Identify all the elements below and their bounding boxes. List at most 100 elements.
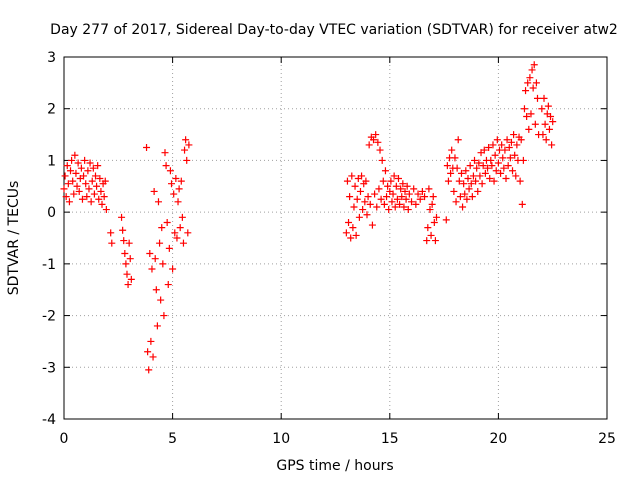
data-point xyxy=(520,105,528,113)
data-point xyxy=(361,198,369,206)
data-point xyxy=(381,167,389,175)
data-point xyxy=(399,180,407,188)
data-point xyxy=(81,156,89,164)
data-point xyxy=(526,74,534,82)
data-point xyxy=(72,169,80,177)
data-point xyxy=(346,193,354,201)
data-point xyxy=(428,200,436,208)
data-point xyxy=(447,169,455,177)
data-point xyxy=(68,156,76,164)
data-point xyxy=(448,146,456,154)
data-point xyxy=(494,159,502,167)
data-point xyxy=(469,172,477,180)
data-point xyxy=(69,177,77,185)
data-point xyxy=(388,198,396,206)
data-point xyxy=(424,224,432,232)
data-point xyxy=(414,190,422,198)
data-point xyxy=(474,187,482,195)
x-tick-label: 25 xyxy=(598,431,616,447)
data-point xyxy=(102,206,110,214)
data-point xyxy=(124,281,132,289)
data-point xyxy=(503,136,511,144)
data-point xyxy=(518,200,526,208)
data-point xyxy=(121,250,129,258)
data-point xyxy=(418,187,426,195)
data-point xyxy=(400,203,408,211)
data-point xyxy=(123,270,131,278)
data-point xyxy=(358,172,366,180)
data-point xyxy=(75,187,83,195)
data-point xyxy=(65,198,73,206)
data-point xyxy=(64,180,72,188)
x-axis: 0 5 10 15 20 25 xyxy=(60,57,616,447)
data-point xyxy=(62,193,70,201)
grid-lines xyxy=(64,57,607,419)
y-tick-label: -4 xyxy=(42,412,56,428)
data-point xyxy=(529,84,537,92)
data-point xyxy=(544,102,552,110)
data-point xyxy=(379,177,387,185)
data-point xyxy=(507,138,515,146)
data-point xyxy=(100,193,108,201)
data-point xyxy=(80,172,88,180)
y-tick-label: -1 xyxy=(42,257,56,273)
data-point xyxy=(405,190,413,198)
data-point xyxy=(486,175,494,183)
data-point xyxy=(498,141,506,149)
plot-frame xyxy=(63,56,608,420)
x-tick-label: 5 xyxy=(168,431,177,447)
data-point xyxy=(181,146,189,154)
data-point xyxy=(149,353,157,361)
data-point xyxy=(456,193,464,201)
data-point xyxy=(73,182,81,190)
data-point xyxy=(443,162,451,170)
data-point xyxy=(385,206,393,214)
data-point xyxy=(162,162,170,170)
data-point xyxy=(525,125,533,133)
data-point xyxy=(352,231,360,239)
data-point xyxy=(499,154,507,162)
data-point xyxy=(391,203,399,211)
data-point xyxy=(472,177,480,185)
data-point xyxy=(463,195,471,203)
data-point xyxy=(389,190,397,198)
data-point xyxy=(408,198,416,206)
data-point xyxy=(84,167,92,175)
data-point xyxy=(176,224,184,232)
data-point xyxy=(539,131,547,139)
data-point xyxy=(532,79,540,87)
data-point xyxy=(427,231,435,239)
data-point xyxy=(185,141,193,149)
data-point xyxy=(126,255,134,263)
data-point xyxy=(476,172,484,180)
data-point xyxy=(542,136,550,144)
data-point xyxy=(468,193,476,201)
data-point xyxy=(372,131,380,139)
data-point xyxy=(467,180,475,188)
data-point xyxy=(380,200,388,208)
data-point xyxy=(404,206,412,214)
data-point xyxy=(96,175,104,183)
data-point xyxy=(364,193,372,201)
data-point xyxy=(475,159,483,167)
data-point xyxy=(356,187,364,195)
data-point xyxy=(491,151,499,159)
data-point xyxy=(95,195,103,203)
data-point xyxy=(540,94,548,102)
data-point xyxy=(457,169,465,177)
data-point xyxy=(86,159,94,167)
data-point xyxy=(122,260,130,268)
data-point xyxy=(143,144,151,151)
data-point xyxy=(363,211,371,219)
data-point xyxy=(85,185,93,193)
data-point xyxy=(396,200,404,208)
data-point xyxy=(454,136,462,144)
data-point xyxy=(547,112,555,120)
data-point xyxy=(511,151,519,159)
data-point xyxy=(506,154,514,162)
data-point xyxy=(444,177,452,185)
data-point xyxy=(118,213,126,221)
data-point xyxy=(145,366,153,374)
data-point xyxy=(168,180,176,188)
